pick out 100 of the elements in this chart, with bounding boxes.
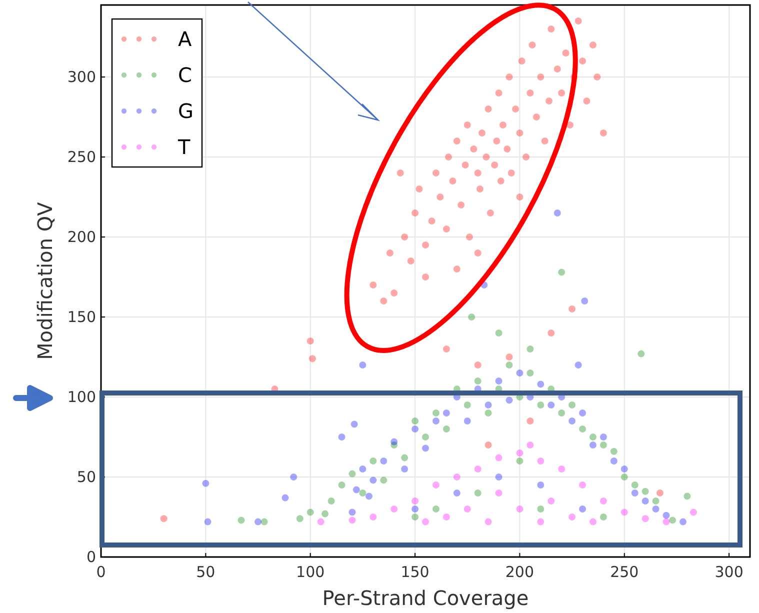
point — [254, 518, 262, 526]
point — [680, 518, 687, 526]
point — [568, 418, 576, 424]
point — [422, 518, 429, 526]
point — [204, 518, 212, 526]
point — [401, 454, 408, 462]
point — [412, 418, 419, 424]
point — [390, 506, 398, 512]
point — [516, 458, 524, 464]
point — [495, 474, 502, 480]
point — [359, 490, 366, 496]
x-tick-label: 250 — [610, 563, 639, 581]
point — [365, 492, 372, 500]
point — [474, 378, 482, 384]
point — [290, 474, 298, 480]
point — [442, 514, 450, 520]
point — [537, 506, 544, 512]
point — [348, 470, 356, 478]
point — [568, 514, 576, 520]
point — [537, 518, 544, 526]
point — [238, 516, 245, 524]
point — [589, 442, 596, 448]
point — [600, 514, 607, 520]
point — [412, 426, 419, 432]
point — [296, 515, 304, 522]
point — [638, 350, 645, 358]
legend-label: T — [177, 135, 191, 159]
point — [412, 498, 419, 504]
point — [474, 466, 482, 472]
x-tick-label: 100 — [296, 563, 325, 581]
point — [506, 362, 513, 368]
y-tick-label: 250 — [67, 148, 96, 166]
point — [260, 518, 268, 526]
point — [537, 380, 544, 388]
point — [370, 476, 377, 484]
y-tick-label: 150 — [67, 308, 96, 326]
point — [589, 434, 596, 440]
legend-label: G — [178, 99, 194, 123]
point — [589, 518, 596, 526]
point — [662, 518, 670, 526]
point — [610, 448, 618, 455]
y-tick-label: 50 — [76, 468, 96, 486]
point — [468, 314, 476, 320]
x-tick-label: 150 — [400, 563, 430, 581]
point — [600, 498, 607, 504]
point — [380, 458, 388, 464]
point — [484, 410, 492, 416]
legend-label: C — [178, 63, 192, 87]
point — [662, 512, 670, 519]
point — [350, 420, 358, 428]
point — [574, 362, 582, 368]
point — [610, 458, 618, 464]
y-tick-label: 200 — [67, 228, 96, 246]
point — [317, 518, 324, 526]
point — [548, 498, 555, 504]
point — [568, 402, 576, 408]
point — [684, 492, 691, 500]
point — [370, 458, 377, 464]
point — [579, 482, 586, 488]
point — [202, 480, 210, 487]
point — [526, 370, 534, 376]
point — [579, 410, 586, 416]
point — [322, 510, 329, 518]
point — [600, 434, 607, 440]
point — [537, 482, 544, 488]
point — [484, 518, 492, 526]
point — [631, 490, 638, 496]
point — [432, 482, 440, 488]
point — [464, 418, 471, 424]
point — [464, 402, 471, 408]
point — [442, 410, 450, 416]
point — [642, 515, 649, 522]
point — [370, 514, 377, 520]
point — [652, 506, 660, 512]
point — [652, 498, 660, 504]
point — [526, 442, 534, 448]
point — [484, 402, 492, 408]
point — [558, 268, 566, 276]
y-tick-label: 300 — [67, 68, 96, 86]
y-tick-label: 100 — [67, 388, 96, 406]
point — [306, 508, 314, 516]
x-tick-label: 300 — [714, 563, 744, 581]
point — [495, 378, 502, 384]
point — [348, 516, 356, 524]
legend-label: A — [178, 27, 192, 51]
point — [600, 442, 607, 448]
point — [453, 490, 460, 496]
point — [495, 330, 502, 336]
point — [548, 402, 555, 408]
point — [495, 490, 502, 496]
x-tick-label: 50 — [196, 563, 216, 581]
point — [495, 454, 502, 462]
x-tick-label: 200 — [505, 563, 534, 581]
point — [554, 210, 561, 216]
point — [669, 516, 676, 524]
point — [328, 498, 335, 504]
point — [412, 506, 419, 512]
point — [464, 506, 471, 512]
point — [432, 410, 440, 416]
point — [516, 506, 524, 512]
